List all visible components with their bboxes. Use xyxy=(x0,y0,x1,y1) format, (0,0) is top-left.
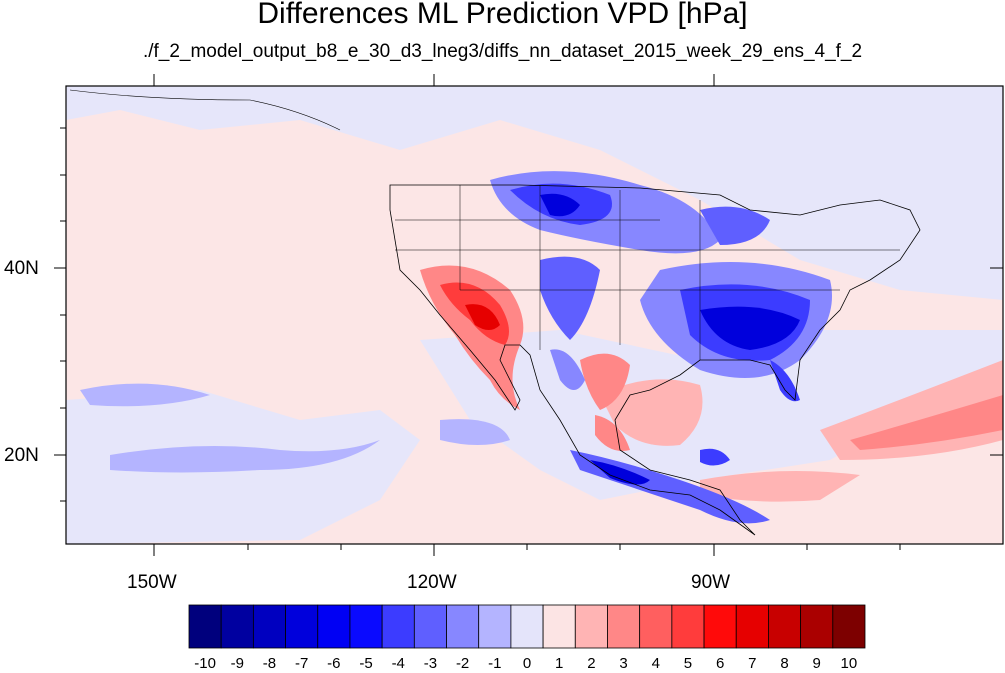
colorbar-box xyxy=(832,604,866,649)
southwest-positive-core xyxy=(465,304,500,330)
colorbar-box xyxy=(639,604,673,649)
mexico-positive-2 xyxy=(595,415,630,451)
mexico-positive xyxy=(580,353,630,410)
pacific-patch-3 xyxy=(440,419,510,445)
colorbar-box xyxy=(607,604,641,649)
colorbar-tick-label: 2 xyxy=(587,655,596,672)
colorbar-box xyxy=(252,604,286,649)
colorbar-box xyxy=(510,604,544,649)
colorbar-box xyxy=(800,604,834,649)
great-lakes-negative xyxy=(700,206,770,245)
colorbar-box xyxy=(446,604,480,649)
colorbar-tick-label: 6 xyxy=(715,655,725,672)
colorbar-tick-label: 3 xyxy=(619,655,628,672)
colorbar-tick-label: 7 xyxy=(748,655,757,672)
pacific-patch-1 xyxy=(80,383,210,407)
colorbar-box xyxy=(349,604,383,649)
gulf-positive xyxy=(600,379,703,446)
lat-label-20n: 20N xyxy=(4,445,39,466)
colorbar-box xyxy=(478,604,512,649)
colorbar-box xyxy=(413,604,447,649)
colorbar-tick-label: 10 xyxy=(840,655,858,672)
southwest-positive-outer xyxy=(420,265,524,410)
colorbar-tick-label: 1 xyxy=(555,655,564,672)
chart-subtitle: ./f_2_model_output_b8_e_30_d3_lneg3/diff… xyxy=(142,41,863,62)
colorbar xyxy=(188,604,866,649)
map-field xyxy=(66,86,1003,544)
north-negative-area xyxy=(66,86,1003,300)
colorbar-tick-label: -3 xyxy=(423,655,438,672)
colorbar-box xyxy=(188,604,222,649)
lat-label-40n: 40N xyxy=(4,258,39,279)
chart-title: Differences ML Prediction VPD [hPa] xyxy=(257,0,748,30)
colorbar-box xyxy=(317,604,351,649)
lon-label-150w: 150W xyxy=(127,572,177,593)
central-negative xyxy=(540,256,600,340)
caribbean-positive xyxy=(700,471,860,502)
colorbar-tick-label: 0 xyxy=(522,655,532,672)
colorbar-tick-label: 4 xyxy=(651,655,660,672)
colorbar-box xyxy=(381,604,415,649)
southeast-negative-core xyxy=(700,306,800,350)
axis-ticks xyxy=(54,74,1003,556)
colorbar-box xyxy=(542,604,576,649)
colorbar-box xyxy=(735,604,769,649)
colorbar-tick-label: -8 xyxy=(262,655,277,672)
colorbar-box xyxy=(574,604,608,649)
colorbar-tick-label: -7 xyxy=(294,655,309,672)
colorbar-tick-label: 5 xyxy=(683,655,693,672)
colorbar-tick-label: -5 xyxy=(359,655,373,672)
colorbar-tick-label: 8 xyxy=(780,655,789,672)
colorbar-box xyxy=(768,604,802,649)
colorbar-box xyxy=(671,604,705,649)
colorbar-tick-label: -1 xyxy=(488,655,502,672)
pacific-patch-2 xyxy=(110,440,380,473)
atlantic-positive-2 xyxy=(850,395,1003,450)
lon-label-90w: 90W xyxy=(691,572,731,593)
central-america-negative-core xyxy=(590,460,650,485)
colorbar-tick-label: -6 xyxy=(327,655,341,672)
colorbar-tick-label: -10 xyxy=(194,655,216,672)
lon-label-120w: 120W xyxy=(407,572,457,593)
colorbar-tick-label: -4 xyxy=(391,655,405,672)
colorbar-tick-label: -9 xyxy=(230,655,244,672)
florida-negative xyxy=(770,360,800,402)
honduras-negative xyxy=(700,448,730,466)
north-plains-negative-deep xyxy=(540,193,580,217)
coastlines xyxy=(69,89,921,536)
mexico-west-negative xyxy=(550,349,585,390)
colorbar-box xyxy=(285,604,319,649)
colorbar-tick-label: -2 xyxy=(455,655,470,672)
colorbar-box xyxy=(220,604,254,649)
colorbar-tick-label: 9 xyxy=(812,655,821,672)
colorbar-box xyxy=(703,604,737,649)
